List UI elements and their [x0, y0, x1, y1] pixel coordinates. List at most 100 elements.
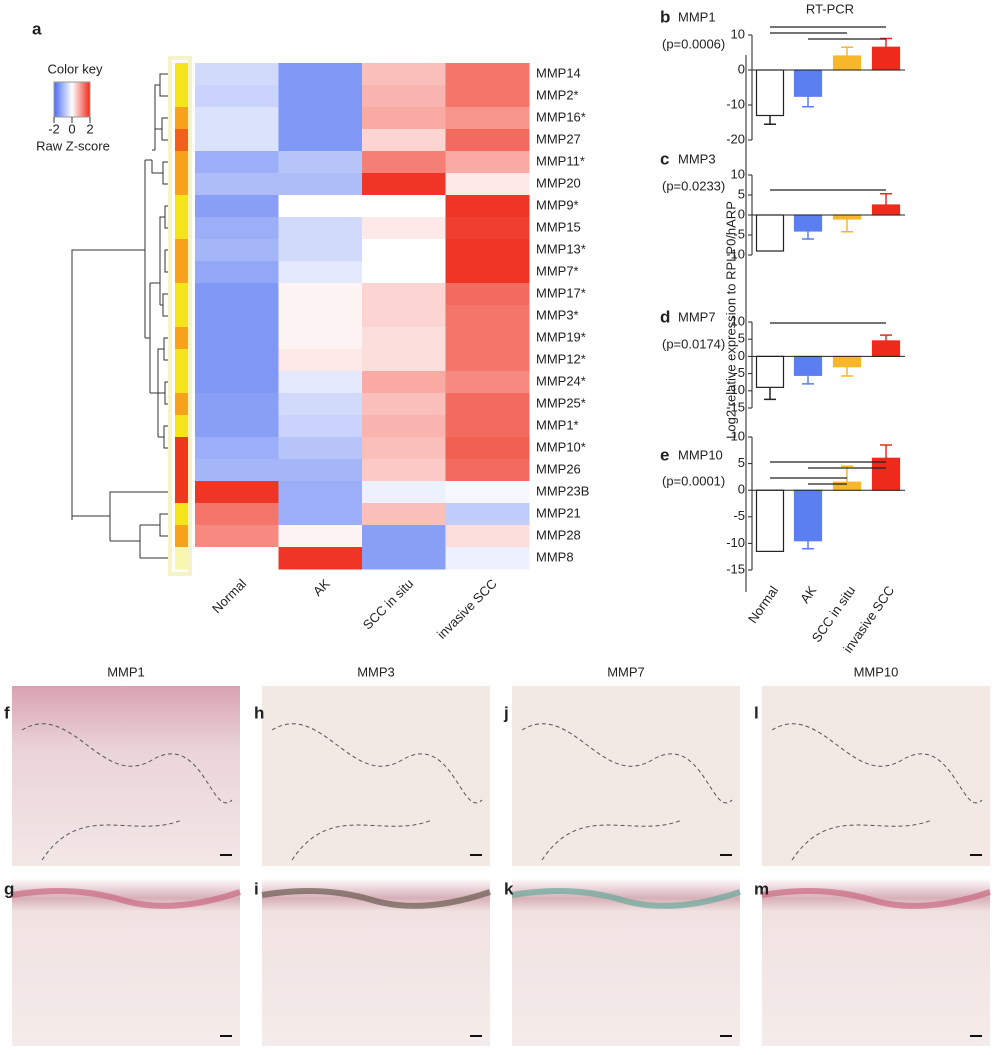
heatmap-cell [445, 261, 530, 284]
y-tick-label: -15 [726, 561, 745, 576]
gene-label: MMP7 [678, 309, 716, 324]
gene-label: MMP3 [678, 151, 716, 166]
micrograph [512, 686, 740, 866]
row-label: MMP26 [536, 461, 581, 476]
heatmap-cell [195, 547, 279, 570]
heatmap-cell [445, 371, 530, 394]
panel-label: c [660, 149, 669, 168]
y-tick-label: 5 [738, 331, 745, 346]
row-label: MMP16* [536, 109, 586, 124]
heatmap-cell [362, 63, 446, 86]
heatmap-cell [362, 481, 446, 504]
heatmap-cell [278, 305, 363, 328]
heatmap-cell [278, 283, 363, 306]
error-bar [880, 334, 892, 341]
y-axis-title: Log2 relative expression to RPLP0/hARP [723, 201, 738, 439]
tissue-outline [771, 723, 983, 861]
heatmap-cell [278, 173, 363, 196]
heatmap-cell [195, 459, 279, 482]
row-label: MMP25* [536, 395, 586, 410]
y-tick-label: 0 [738, 482, 745, 497]
y-tick-label: 10 [731, 313, 745, 328]
heatmap-cell [362, 217, 446, 240]
panel-label: k [504, 879, 514, 898]
panel-label: m [754, 879, 769, 898]
row-label: MMP20 [536, 175, 581, 190]
heatmap-cell [362, 239, 446, 262]
row-label: MMP23B [536, 483, 589, 498]
panel-label: g [4, 879, 14, 898]
heatmap-cell [278, 129, 363, 152]
bar [871, 457, 901, 491]
heatmap-cell [445, 63, 530, 86]
y-tick-label: 10 [731, 428, 745, 443]
bar [755, 214, 785, 252]
tissue-outline [21, 723, 233, 861]
heatmap-cell [195, 481, 279, 504]
error-bar [802, 540, 814, 550]
heatmap-cell [278, 107, 363, 130]
bar [832, 355, 862, 368]
row-label: MMP1* [536, 417, 579, 432]
bar [755, 489, 785, 552]
heatmap-cell [278, 459, 363, 482]
error-bar [764, 115, 776, 125]
row-side-color [175, 437, 188, 460]
micrograph [762, 686, 990, 866]
row-side-color [175, 195, 188, 218]
panel-label: l [754, 703, 759, 722]
error-bar [880, 37, 892, 48]
epidermis [261, 888, 491, 909]
panel-title: MMP7 [607, 664, 645, 679]
row-side-frame [168, 56, 192, 576]
p-value: (p=0.0174) [662, 336, 725, 351]
heatmap-cell [278, 151, 363, 174]
y-tick-label: 0 [738, 61, 745, 76]
heatmap-cell [362, 195, 446, 218]
heatmap-cell [445, 239, 530, 262]
row-side-color [175, 459, 188, 482]
y-tick-label: 10 [731, 166, 745, 181]
error-bar [764, 387, 776, 401]
y-tick-label: -10 [726, 96, 745, 111]
color-key-tick-label: 2 [86, 121, 93, 136]
epidermis [11, 888, 241, 909]
micrograph [512, 878, 740, 1046]
heatmap-cell [362, 283, 446, 306]
row-label: MMP27 [536, 131, 581, 146]
y-tick-label: -10 [726, 382, 745, 397]
heatmap-cell [278, 327, 363, 350]
y-tick-label: 5 [738, 455, 745, 470]
heatmap-cell [362, 261, 446, 284]
x-tick-label: AK [797, 583, 819, 606]
bar [793, 489, 823, 542]
p-value: (p=0.0233) [662, 178, 725, 193]
heatmap-cell [195, 129, 279, 152]
error-bar [880, 193, 892, 205]
heatmap-cell [278, 239, 363, 262]
heatmap-cell [445, 217, 530, 240]
row-label: MMP21 [536, 505, 581, 520]
row-side-color [175, 393, 188, 416]
error-bar [841, 219, 853, 233]
row-side-color [175, 85, 188, 108]
column-label: AK [310, 576, 333, 599]
epidermis [761, 888, 991, 909]
heatmap-cell [362, 305, 446, 328]
row-side-color [175, 349, 188, 372]
row-side-color [175, 305, 188, 328]
error-bar [802, 96, 814, 108]
color-key-bar [53, 81, 91, 118]
heatmap-cell [195, 393, 279, 416]
epidermis [511, 888, 741, 909]
error-bar [802, 231, 814, 240]
row-label: MMP7* [536, 263, 579, 278]
row-label: MMP15 [536, 219, 581, 234]
micrograph [262, 686, 490, 866]
row-label: MMP12* [536, 351, 586, 366]
panel-label: d [660, 307, 670, 326]
column-label: Normal [209, 576, 249, 616]
micrograph [12, 878, 240, 1046]
row-side-color [175, 481, 188, 504]
row-label: MMP28 [536, 527, 581, 542]
